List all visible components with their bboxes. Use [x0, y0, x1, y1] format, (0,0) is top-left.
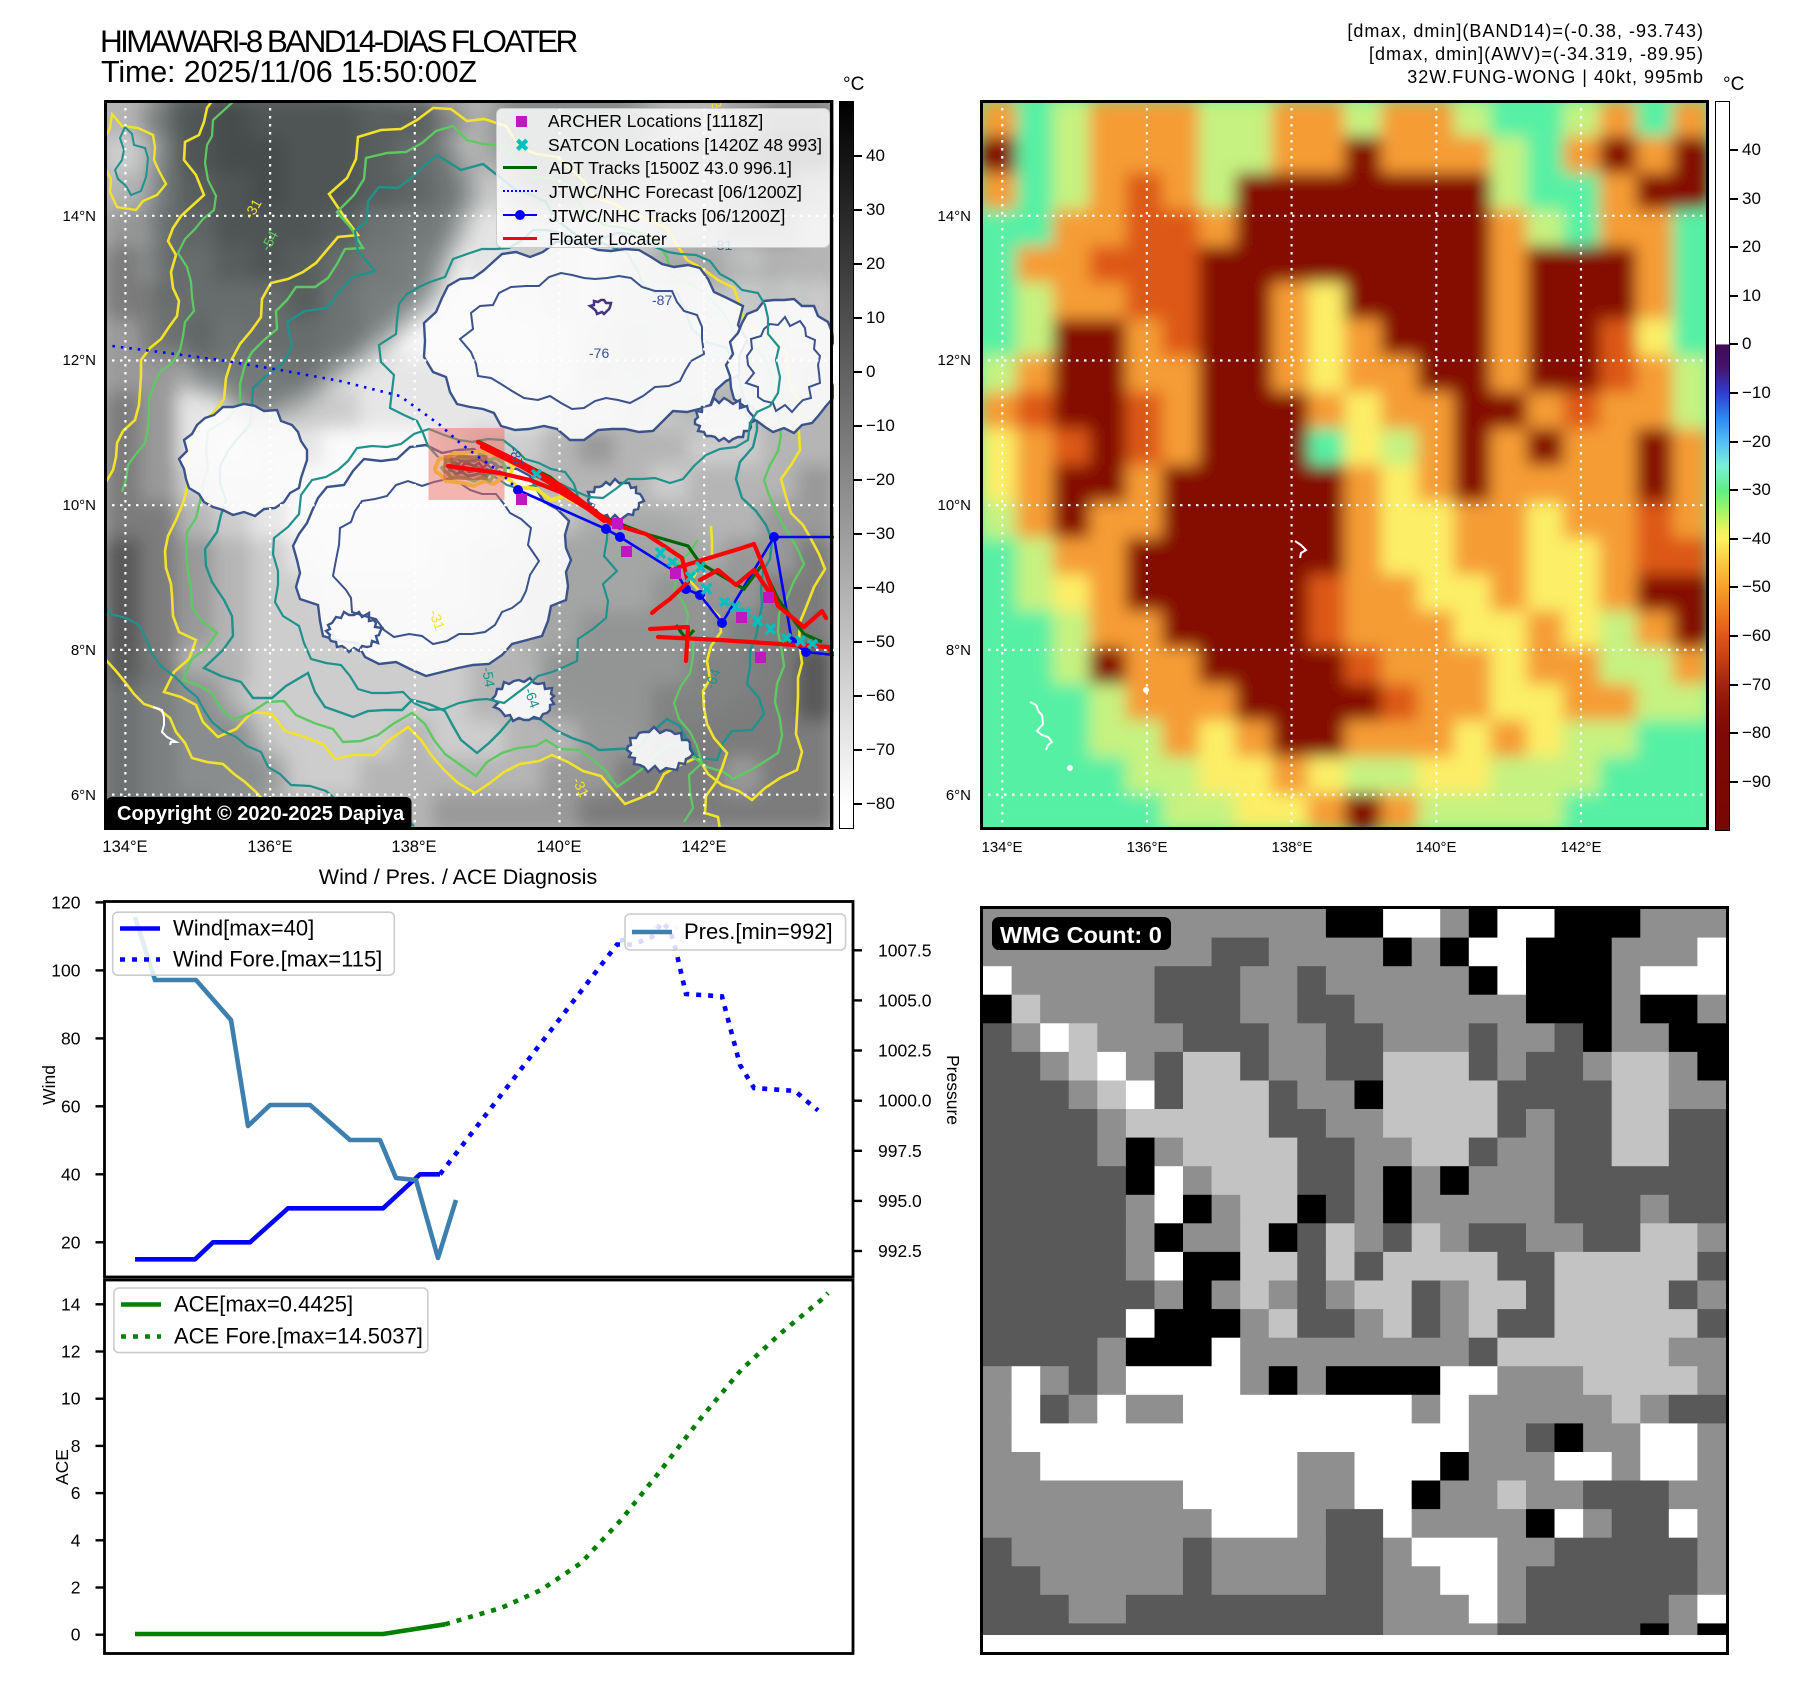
svg-text:20: 20 [61, 1232, 81, 1252]
svg-text:995.0: 995.0 [878, 1191, 922, 1211]
svg-text:14: 14 [61, 1294, 81, 1314]
svg-text:10: 10 [61, 1389, 81, 1409]
svg-text:-31: -31 [569, 775, 592, 800]
svg-text:992.5: 992.5 [878, 1241, 922, 1261]
svg-text:-31: -31 [426, 608, 448, 633]
svg-text:-64: -64 [521, 686, 543, 711]
svg-text:1007.5: 1007.5 [878, 940, 932, 960]
svg-text:80: 80 [61, 1028, 81, 1048]
svg-text:Pres.[min=992]: Pres.[min=992] [684, 919, 833, 944]
svg-text:2: 2 [71, 1578, 81, 1598]
svg-text:1002.5: 1002.5 [878, 1041, 932, 1061]
svg-text:WMG Count: 0: WMG Count: 0 [1000, 922, 1162, 948]
svg-text:Copyright © 2020-2025 Dapiya: Copyright © 2020-2025 Dapiya [117, 803, 405, 825]
svg-text:Wind: Wind [39, 1065, 59, 1105]
svg-text:ACE Fore.[max=14.5037]: ACE Fore.[max=14.5037] [174, 1324, 423, 1349]
svg-text:12: 12 [61, 1342, 80, 1362]
svg-text:60: 60 [61, 1096, 81, 1116]
svg-text:6: 6 [71, 1483, 81, 1503]
svg-text:120: 120 [51, 892, 80, 912]
svg-text:100: 100 [51, 960, 80, 980]
svg-text:Wind Fore.[max=115]: Wind Fore.[max=115] [173, 947, 382, 972]
svg-text:-87: -87 [652, 292, 672, 308]
svg-text:-87: -87 [506, 445, 527, 469]
svg-text:ACE: ACE [52, 1449, 72, 1485]
svg-text:997.5: 997.5 [878, 1141, 922, 1161]
svg-text:-76: -76 [589, 345, 609, 361]
svg-text:Wind / Pres. / ACE Diagnosis: Wind / Pres. / ACE Diagnosis [319, 865, 597, 889]
svg-text:1000.0: 1000.0 [878, 1091, 932, 1111]
svg-text:ACE[max=0.4425]: ACE[max=0.4425] [174, 1292, 353, 1317]
svg-text:Pressure: Pressure [943, 1055, 963, 1125]
svg-text:-54: -54 [479, 666, 498, 689]
svg-text:4: 4 [71, 1530, 81, 1550]
svg-text:Wind[max=40]: Wind[max=40] [173, 916, 314, 941]
svg-text:0: 0 [71, 1625, 81, 1645]
svg-text:1005.0: 1005.0 [878, 990, 932, 1010]
svg-text:-64: -64 [701, 666, 723, 691]
svg-text:40: 40 [61, 1164, 81, 1184]
svg-text:8: 8 [71, 1436, 81, 1456]
